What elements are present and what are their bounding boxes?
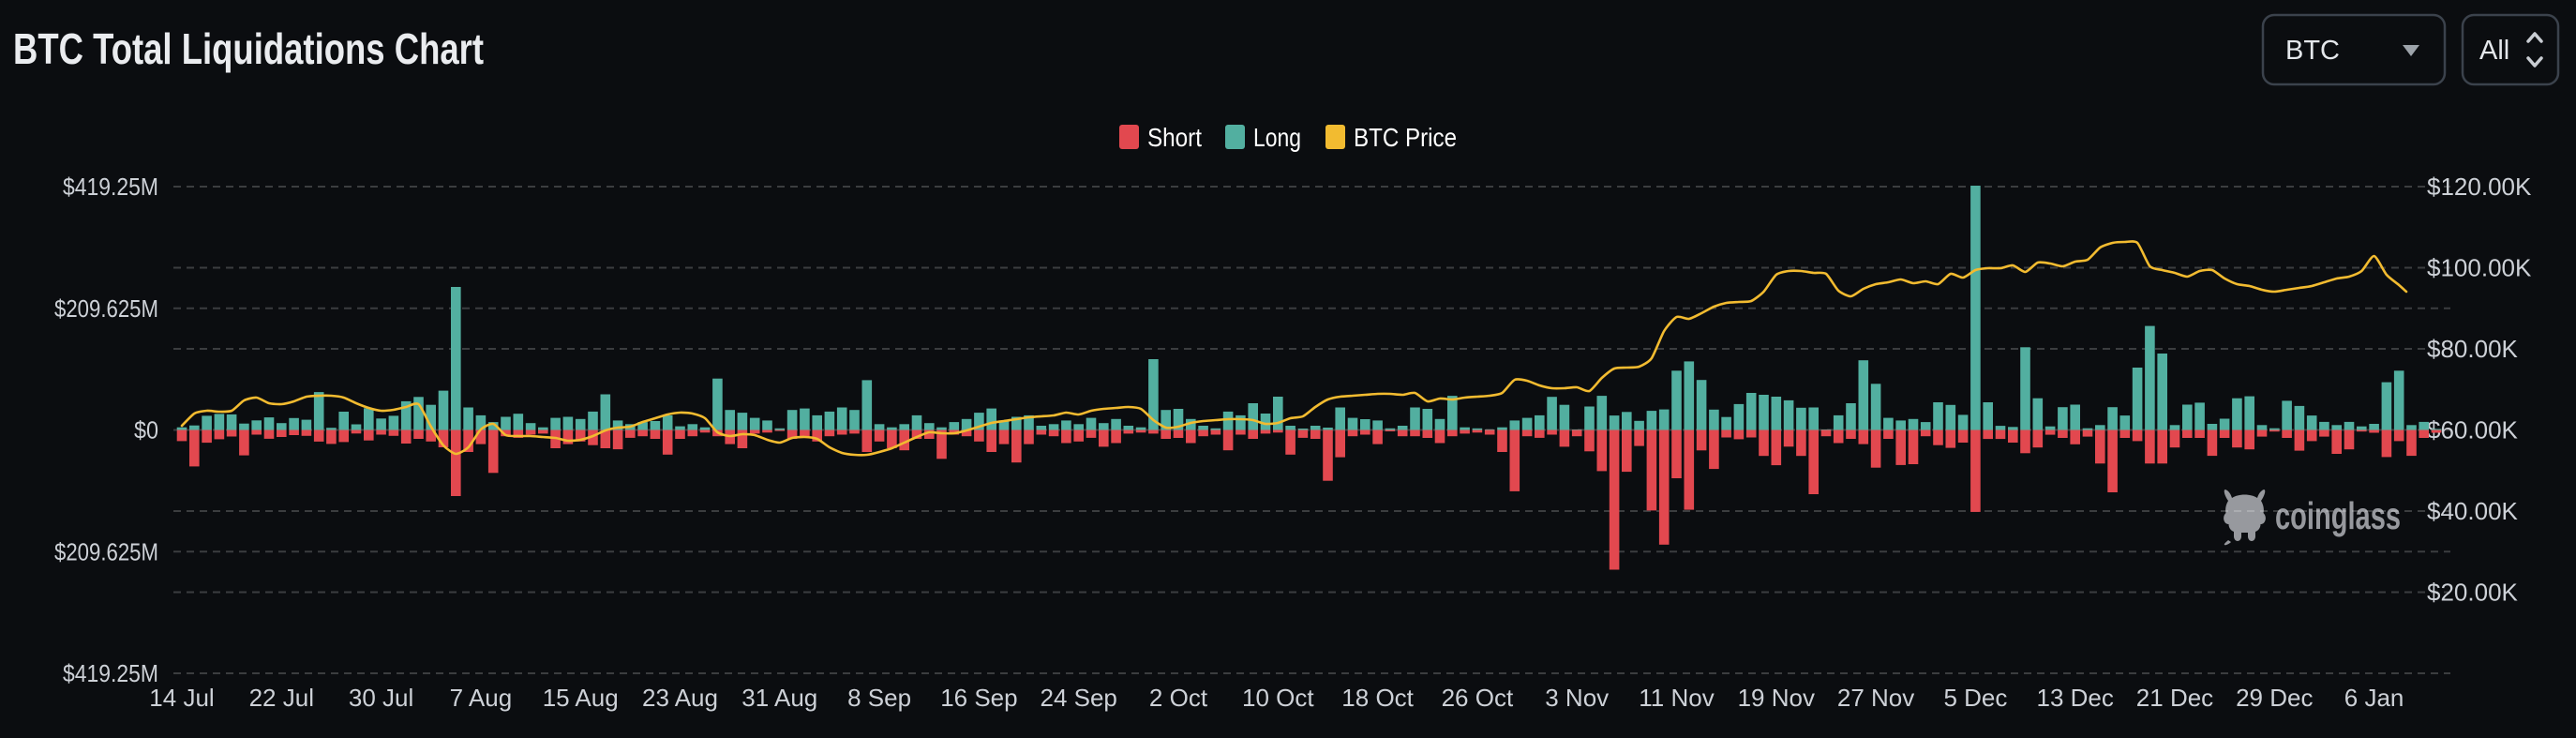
svg-text:23 Aug: 23 Aug xyxy=(642,684,718,712)
svg-text:10 Oct: 10 Oct xyxy=(1242,684,1314,712)
svg-text:30 Jul: 30 Jul xyxy=(349,684,413,712)
svg-text:24 Sep: 24 Sep xyxy=(1040,684,1116,712)
svg-text:14 Jul: 14 Jul xyxy=(149,684,214,712)
svg-text:All: All xyxy=(2479,36,2509,66)
svg-text:$419.25M: $419.25M xyxy=(63,659,158,687)
svg-text:Long: Long xyxy=(1253,123,1301,152)
svg-text:27 Nov: 27 Nov xyxy=(1837,684,1914,712)
svg-text:5 Dec: 5 Dec xyxy=(1943,684,2007,712)
svg-text:BTC Total Liquidations Chart: BTC Total Liquidations Chart xyxy=(13,24,484,73)
svg-text:$209.625M: $209.625M xyxy=(54,294,158,323)
svg-text:11 Nov: 11 Nov xyxy=(1639,684,1714,712)
svg-text:3 Nov: 3 Nov xyxy=(1545,684,1609,712)
svg-text:26 Oct: 26 Oct xyxy=(1442,684,1514,712)
svg-text:$209.625M: $209.625M xyxy=(54,537,158,565)
svg-text:BTC Price: BTC Price xyxy=(1354,123,1457,152)
svg-text:21 Dec: 21 Dec xyxy=(2136,684,2213,712)
svg-text:$40.00K: $40.00K xyxy=(2427,497,2519,525)
svg-text:7 Aug: 7 Aug xyxy=(450,684,513,712)
svg-text:$419.25M: $419.25M xyxy=(63,173,158,201)
svg-text:18 Oct: 18 Oct xyxy=(1341,684,1414,712)
svg-text:22 Jul: 22 Jul xyxy=(249,684,314,712)
svg-text:$0: $0 xyxy=(134,416,158,444)
svg-text:$120.00K: $120.00K xyxy=(2427,173,2532,201)
svg-text:15 Aug: 15 Aug xyxy=(543,684,619,712)
svg-text:BTC: BTC xyxy=(2285,36,2340,66)
svg-text:16 Sep: 16 Sep xyxy=(940,684,1017,712)
svg-text:$100.00K: $100.00K xyxy=(2427,254,2532,282)
svg-text:29 Dec: 29 Dec xyxy=(2236,684,2313,712)
svg-text:8 Sep: 8 Sep xyxy=(847,684,911,712)
svg-text:19 Nov: 19 Nov xyxy=(1738,684,1815,712)
svg-text:coinglass: coinglass xyxy=(2275,494,2401,537)
svg-text:6 Jan: 6 Jan xyxy=(2344,684,2404,712)
svg-text:$80.00K: $80.00K xyxy=(2427,335,2519,363)
svg-text:13 Dec: 13 Dec xyxy=(2037,684,2114,712)
svg-text:$60.00K: $60.00K xyxy=(2427,416,2519,444)
svg-text:31 Aug: 31 Aug xyxy=(741,684,817,712)
svg-text:Short: Short xyxy=(1147,123,1202,152)
svg-text:2 Oct: 2 Oct xyxy=(1149,684,1208,712)
svg-text:$20.00K: $20.00K xyxy=(2427,579,2519,607)
